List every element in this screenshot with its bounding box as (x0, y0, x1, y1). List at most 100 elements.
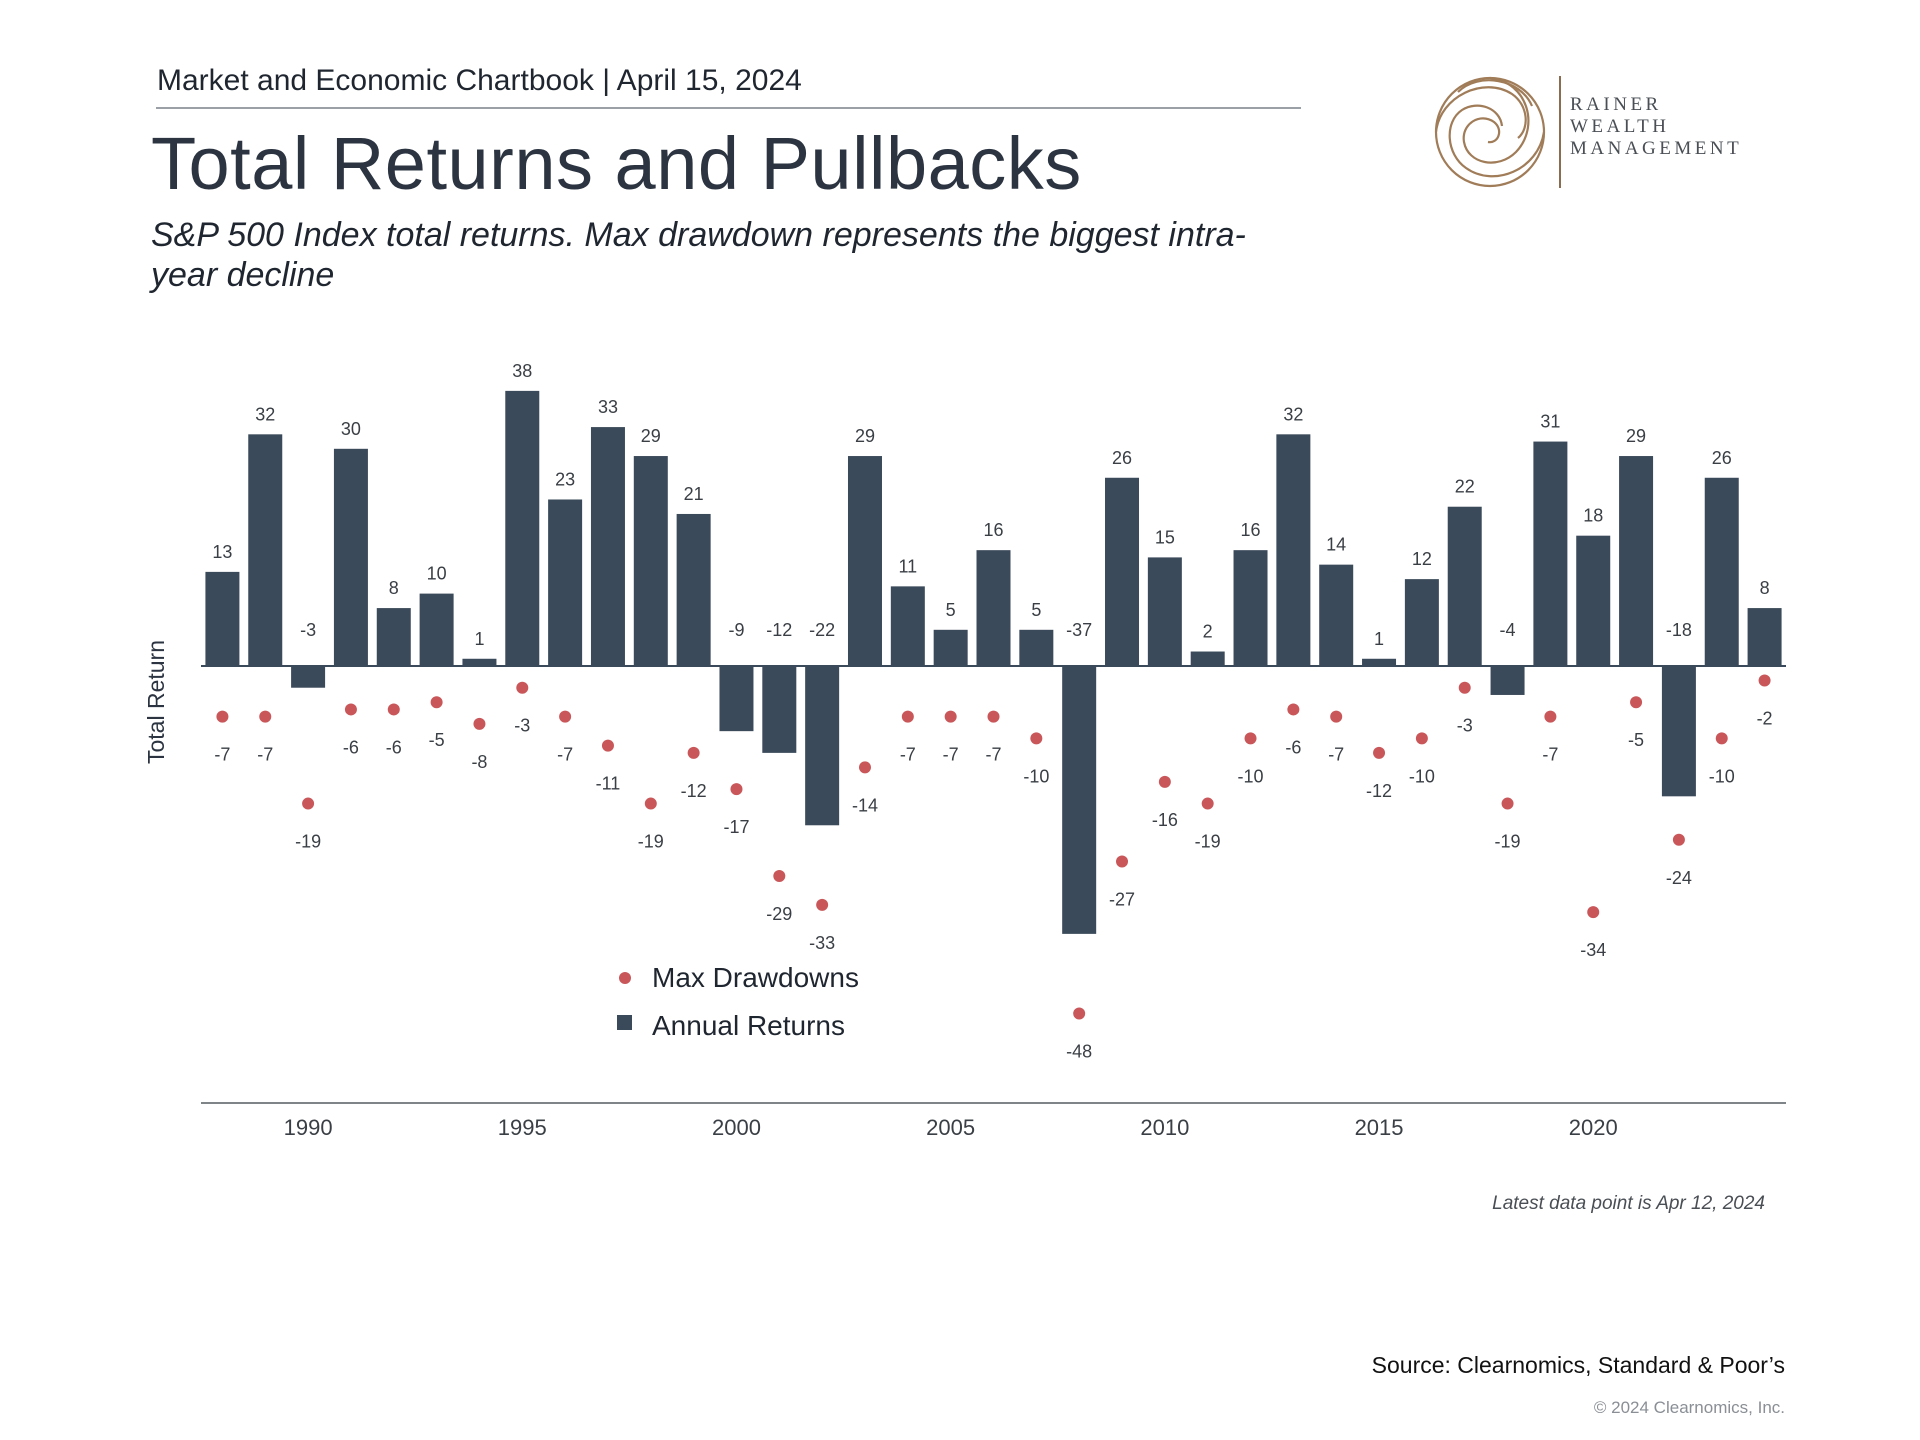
drawdown-point-1999 (687, 746, 700, 759)
bar-label-2018: -4 (1500, 620, 1516, 640)
drawdown-label-2000: -17 (723, 817, 749, 837)
drawdown-label-1999: -12 (681, 781, 707, 801)
drawdown-label-2019: -7 (1542, 745, 1558, 765)
bar-label-1998: 29 (641, 426, 661, 446)
bar-label-2021: 29 (1626, 426, 1646, 446)
bar-1993 (419, 593, 454, 666)
drawdown-point-2007 (1030, 732, 1043, 745)
legend-drawdown-marker (619, 972, 631, 984)
drawdown-point-2012 (1244, 732, 1257, 745)
bar-label-1999: 21 (684, 484, 704, 504)
drawdown-point-2006 (987, 710, 1000, 723)
bar-label-1996: 23 (555, 469, 575, 489)
bar-2014 (1319, 564, 1354, 666)
bar-label-2000: -9 (728, 620, 744, 640)
drawdown-point-1988 (216, 710, 229, 723)
drawdown-point-2023 (1715, 732, 1728, 745)
drawdown-point-1991 (344, 703, 357, 716)
drawdown-point-2003 (858, 761, 871, 774)
drawdown-label-1996: -7 (557, 745, 573, 765)
drawdown-point-1990 (302, 797, 315, 810)
drawdown-label-2006: -7 (985, 745, 1001, 765)
bar-1996 (548, 499, 583, 666)
drawdown-label-2008: -48 (1066, 1042, 1092, 1062)
bar-label-2006: 16 (983, 520, 1003, 540)
drawdown-label-1989: -7 (257, 745, 273, 765)
header-divider (156, 107, 1301, 109)
drawdown-label-1995: -3 (514, 716, 530, 736)
bar-label-2012: 16 (1241, 520, 1261, 540)
bar-label-2017: 22 (1455, 477, 1475, 497)
bar-label-1991: 30 (341, 419, 361, 439)
drawdown-label-2004: -7 (900, 745, 916, 765)
bar-label-2001: -12 (766, 620, 792, 640)
drawdown-label-2024: -2 (1757, 708, 1773, 728)
x-tick-1995: 1995 (498, 1115, 547, 1140)
drawdown-label-2012: -10 (1238, 766, 1264, 786)
bar-label-2003: 29 (855, 426, 875, 446)
bar-label-2010: 15 (1155, 527, 1175, 547)
bar-label-2007: 5 (1031, 600, 1041, 620)
bar-2004 (890, 586, 925, 666)
page-title: Total Returns and Pullbacks (151, 122, 1082, 205)
drawdown-label-2015: -12 (1366, 781, 1392, 801)
drawdown-point-2011 (1201, 797, 1214, 810)
bar-label-2005: 5 (946, 600, 956, 620)
drawdown-label-2002: -33 (809, 933, 835, 953)
bar-label-1989: 32 (255, 404, 275, 424)
drawdown-label-2009: -27 (1109, 889, 1135, 909)
drawdown-point-2024 (1758, 674, 1771, 687)
bar-label-1990: -3 (300, 620, 316, 640)
bar-label-2011: 2 (1203, 622, 1213, 642)
bar-2021 (1619, 456, 1654, 666)
logo-line-2: WEALTH (1570, 116, 1670, 137)
bar-label-2019: 31 (1540, 412, 1560, 432)
x-tick-2015: 2015 (1355, 1115, 1404, 1140)
bar-1995 (505, 390, 540, 666)
bar-label-2022: -18 (1666, 620, 1692, 640)
drawdown-label-2017: -3 (1457, 716, 1473, 736)
bar-1994 (462, 658, 497, 666)
bar-2009 (1105, 477, 1140, 666)
drawdown-point-1998 (644, 797, 657, 810)
source-note: Source: Clearnomics, Standard & Poor’s (1371, 1352, 1785, 1378)
drawdown-point-2002 (816, 898, 829, 911)
drawdown-point-1997 (601, 739, 614, 752)
drawdown-label-2020: -34 (1580, 940, 1606, 960)
drawdown-point-1993 (430, 696, 443, 709)
bar-1991 (333, 448, 368, 666)
bar-label-2014: 14 (1326, 535, 1346, 555)
x-tick-1990: 1990 (284, 1115, 333, 1140)
drawdown-label-1993: -5 (429, 730, 445, 750)
bar-label-2020: 18 (1583, 506, 1603, 526)
x-tick-2020: 2020 (1569, 1115, 1618, 1140)
bar-2018 (1490, 666, 1525, 695)
bar-label-1994: 1 (474, 629, 484, 649)
drawdown-point-2001 (773, 869, 786, 882)
drawdown-point-2022 (1672, 833, 1685, 846)
copyright-note: © 2024 Clearnomics, Inc. (1593, 1398, 1785, 1417)
drawdown-label-2021: -5 (1628, 730, 1644, 750)
drawdown-point-2014 (1330, 710, 1343, 723)
legend-returns-marker (617, 1015, 632, 1030)
bar-label-1993: 10 (427, 564, 447, 584)
bar-2016 (1404, 579, 1439, 666)
bar-1999 (676, 513, 711, 666)
bar-1992 (376, 608, 411, 666)
drawdown-point-2013 (1287, 703, 1300, 716)
bar-1998 (633, 456, 668, 666)
bar-label-1997: 33 (598, 397, 618, 417)
bar-label-2023: 26 (1712, 448, 1732, 468)
drawdown-label-2010: -16 (1152, 810, 1178, 830)
drawdown-point-2020 (1587, 906, 1600, 919)
drawdown-point-2016 (1415, 732, 1428, 745)
drawdown-point-2005 (944, 710, 957, 723)
bar-1990 (291, 666, 326, 688)
bar-2010 (1147, 557, 1182, 666)
bar-2012 (1233, 550, 1268, 666)
drawdown-point-2000 (730, 783, 743, 796)
bar-label-2016: 12 (1412, 549, 1432, 569)
drawdown-label-2022: -24 (1666, 868, 1692, 888)
drawdown-label-2016: -10 (1409, 766, 1435, 786)
drawdown-point-1994 (473, 717, 486, 730)
